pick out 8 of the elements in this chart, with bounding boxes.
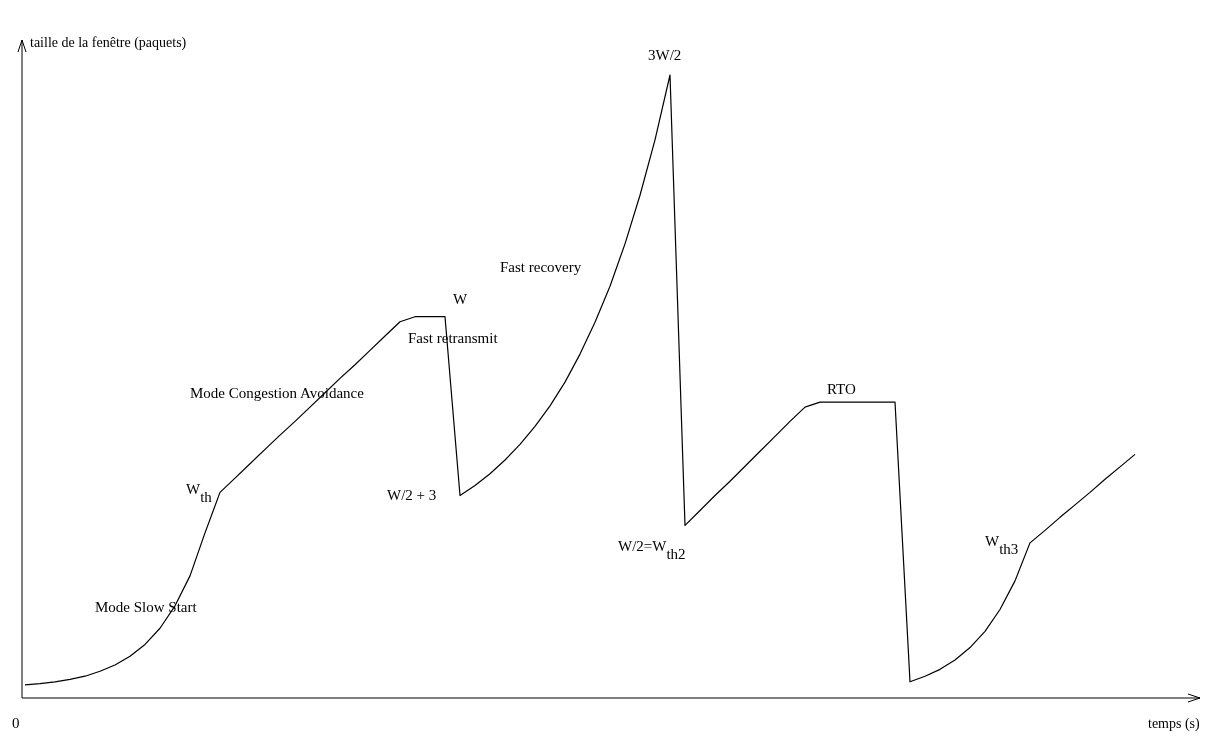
annotation: Fast recovery <box>500 259 582 275</box>
annotation: W/2 + 3 <box>387 487 437 503</box>
annotation: W <box>453 291 468 307</box>
x-axis-title: temps (s) <box>1148 716 1201 732</box>
y-axis-title: taille de la fenêtre (paquets) <box>30 35 187 51</box>
text: 3W/2 <box>648 47 682 63</box>
text: 0 <box>12 715 20 731</box>
annotation: RTO <box>827 381 856 397</box>
